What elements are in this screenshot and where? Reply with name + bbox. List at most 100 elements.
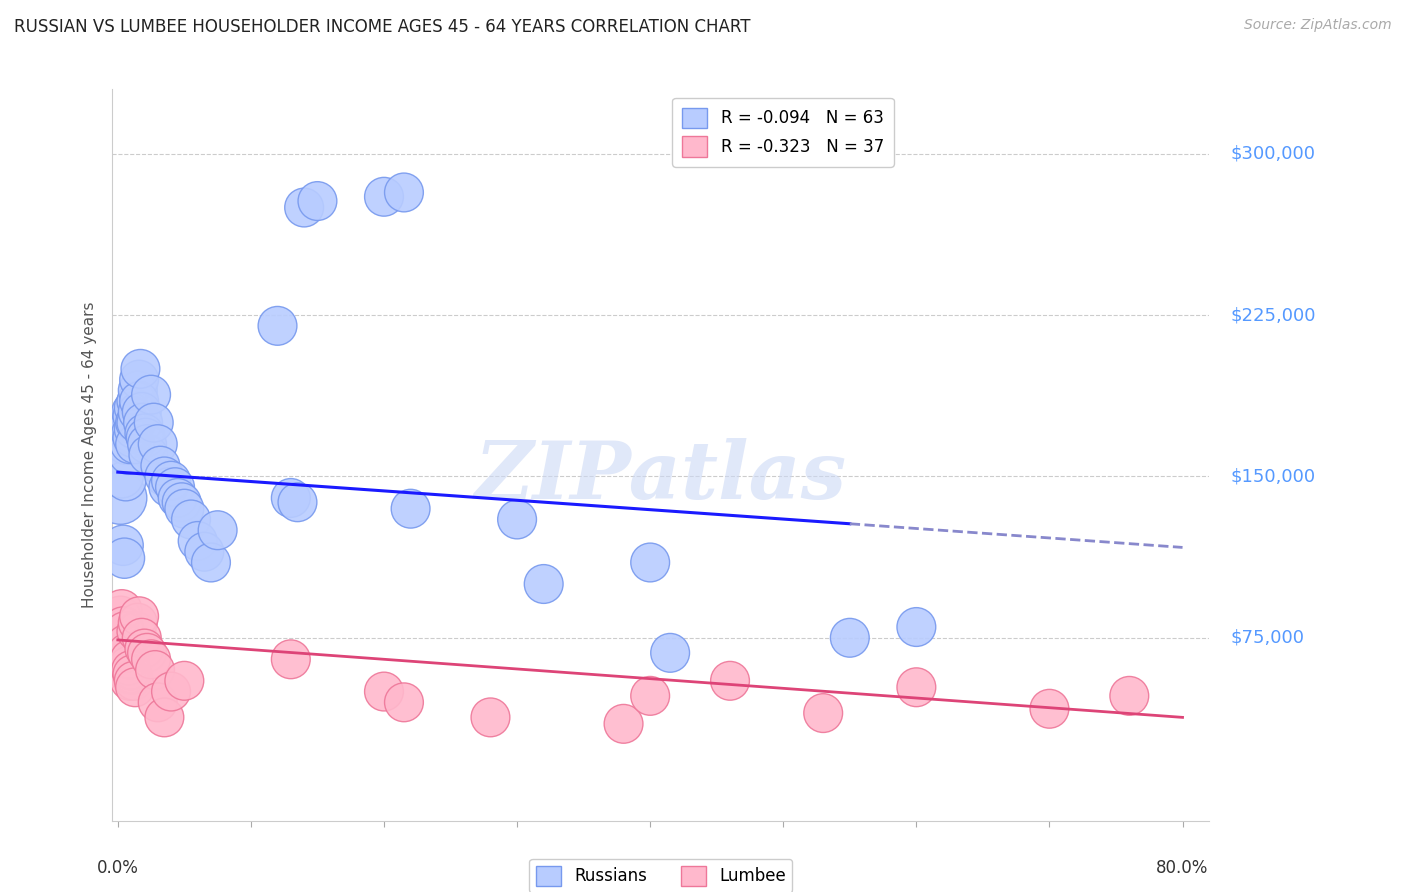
Point (120, 426, 142, 441)
Point (121, 431, 143, 445)
Point (718, 673, 741, 688)
Point (127, 405, 149, 419)
Point (373, 190, 395, 204)
Point (157, 480, 180, 494)
Point (533, 577, 555, 591)
Point (117, 658, 139, 673)
Text: 80.0%: 80.0% (1156, 859, 1209, 878)
Point (287, 495, 309, 509)
Point (139, 387, 162, 401)
Point (143, 663, 166, 677)
Point (173, 501, 195, 516)
Text: $225,000: $225,000 (1230, 306, 1316, 324)
Point (905, 680, 928, 694)
Point (392, 186, 415, 200)
Point (200, 556, 222, 570)
Point (110, 491, 132, 505)
Text: $150,000: $150,000 (1230, 467, 1316, 485)
Point (115, 416, 138, 430)
Point (638, 689, 661, 703)
Point (160, 684, 183, 698)
Point (905, 620, 928, 634)
Point (129, 362, 152, 376)
Point (115, 426, 138, 441)
Point (125, 394, 148, 409)
Point (120, 405, 142, 419)
Text: $300,000: $300,000 (1230, 145, 1315, 162)
Point (160, 474, 183, 488)
Point (115, 646, 138, 660)
Point (193, 545, 215, 559)
Point (180, 512, 202, 526)
Point (117, 426, 139, 441)
Point (127, 615, 149, 630)
Point (131, 405, 153, 419)
Point (117, 448, 139, 462)
Point (638, 556, 661, 570)
Point (307, 194, 329, 208)
Point (114, 624, 136, 639)
Point (122, 401, 145, 415)
Point (659, 646, 682, 660)
Point (112, 620, 135, 634)
Point (124, 416, 146, 430)
Point (399, 501, 422, 516)
Point (392, 695, 415, 709)
Point (146, 437, 169, 451)
Point (280, 652, 302, 666)
Point (506, 512, 529, 526)
Point (111, 469, 134, 483)
Point (117, 667, 139, 681)
Point (128, 394, 150, 409)
Point (153, 710, 176, 724)
Point (118, 652, 141, 666)
Y-axis label: Householder Income Ages 45 - 64 years: Householder Income Ages 45 - 64 years (82, 301, 97, 608)
Point (121, 667, 143, 681)
Text: $75,000: $75,000 (1230, 629, 1305, 647)
Text: 0.0%: 0.0% (97, 859, 139, 878)
Point (170, 495, 193, 509)
Point (266, 318, 288, 333)
Point (125, 624, 148, 639)
Point (153, 469, 176, 483)
Point (187, 533, 209, 548)
Point (122, 422, 145, 436)
Point (838, 631, 860, 645)
Text: Source: ZipAtlas.com: Source: ZipAtlas.com (1244, 18, 1392, 32)
Point (112, 538, 135, 552)
Point (134, 426, 156, 441)
Point (121, 409, 143, 424)
Point (114, 474, 136, 488)
Point (111, 603, 134, 617)
Point (292, 201, 315, 215)
Point (136, 646, 159, 660)
Point (118, 673, 141, 688)
Point (373, 684, 395, 698)
Text: RUSSIAN VS LUMBEE HOUSEHOLDER INCOME AGES 45 - 64 YEARS CORRELATION CHART: RUSSIAN VS LUMBEE HOUSEHOLDER INCOME AGE… (14, 18, 751, 36)
Point (612, 716, 634, 731)
Point (110, 609, 132, 624)
Text: ZIPatlas: ZIPatlas (475, 438, 846, 516)
Point (173, 673, 195, 688)
Point (132, 416, 155, 430)
Point (118, 437, 141, 451)
Point (127, 384, 149, 398)
Point (1118, 689, 1140, 703)
Point (134, 641, 156, 656)
Point (124, 680, 146, 694)
Point (1038, 702, 1060, 716)
Point (136, 437, 159, 451)
Point (142, 416, 165, 430)
Point (149, 458, 172, 473)
Point (128, 373, 150, 387)
Legend: Russians, Lumbee: Russians, Lumbee (529, 859, 793, 892)
Point (114, 637, 136, 651)
Point (280, 491, 302, 505)
Point (114, 551, 136, 566)
Point (166, 491, 188, 505)
Point (138, 448, 160, 462)
Point (128, 609, 150, 624)
Point (118, 416, 141, 430)
Point (131, 631, 153, 645)
Point (207, 523, 229, 537)
